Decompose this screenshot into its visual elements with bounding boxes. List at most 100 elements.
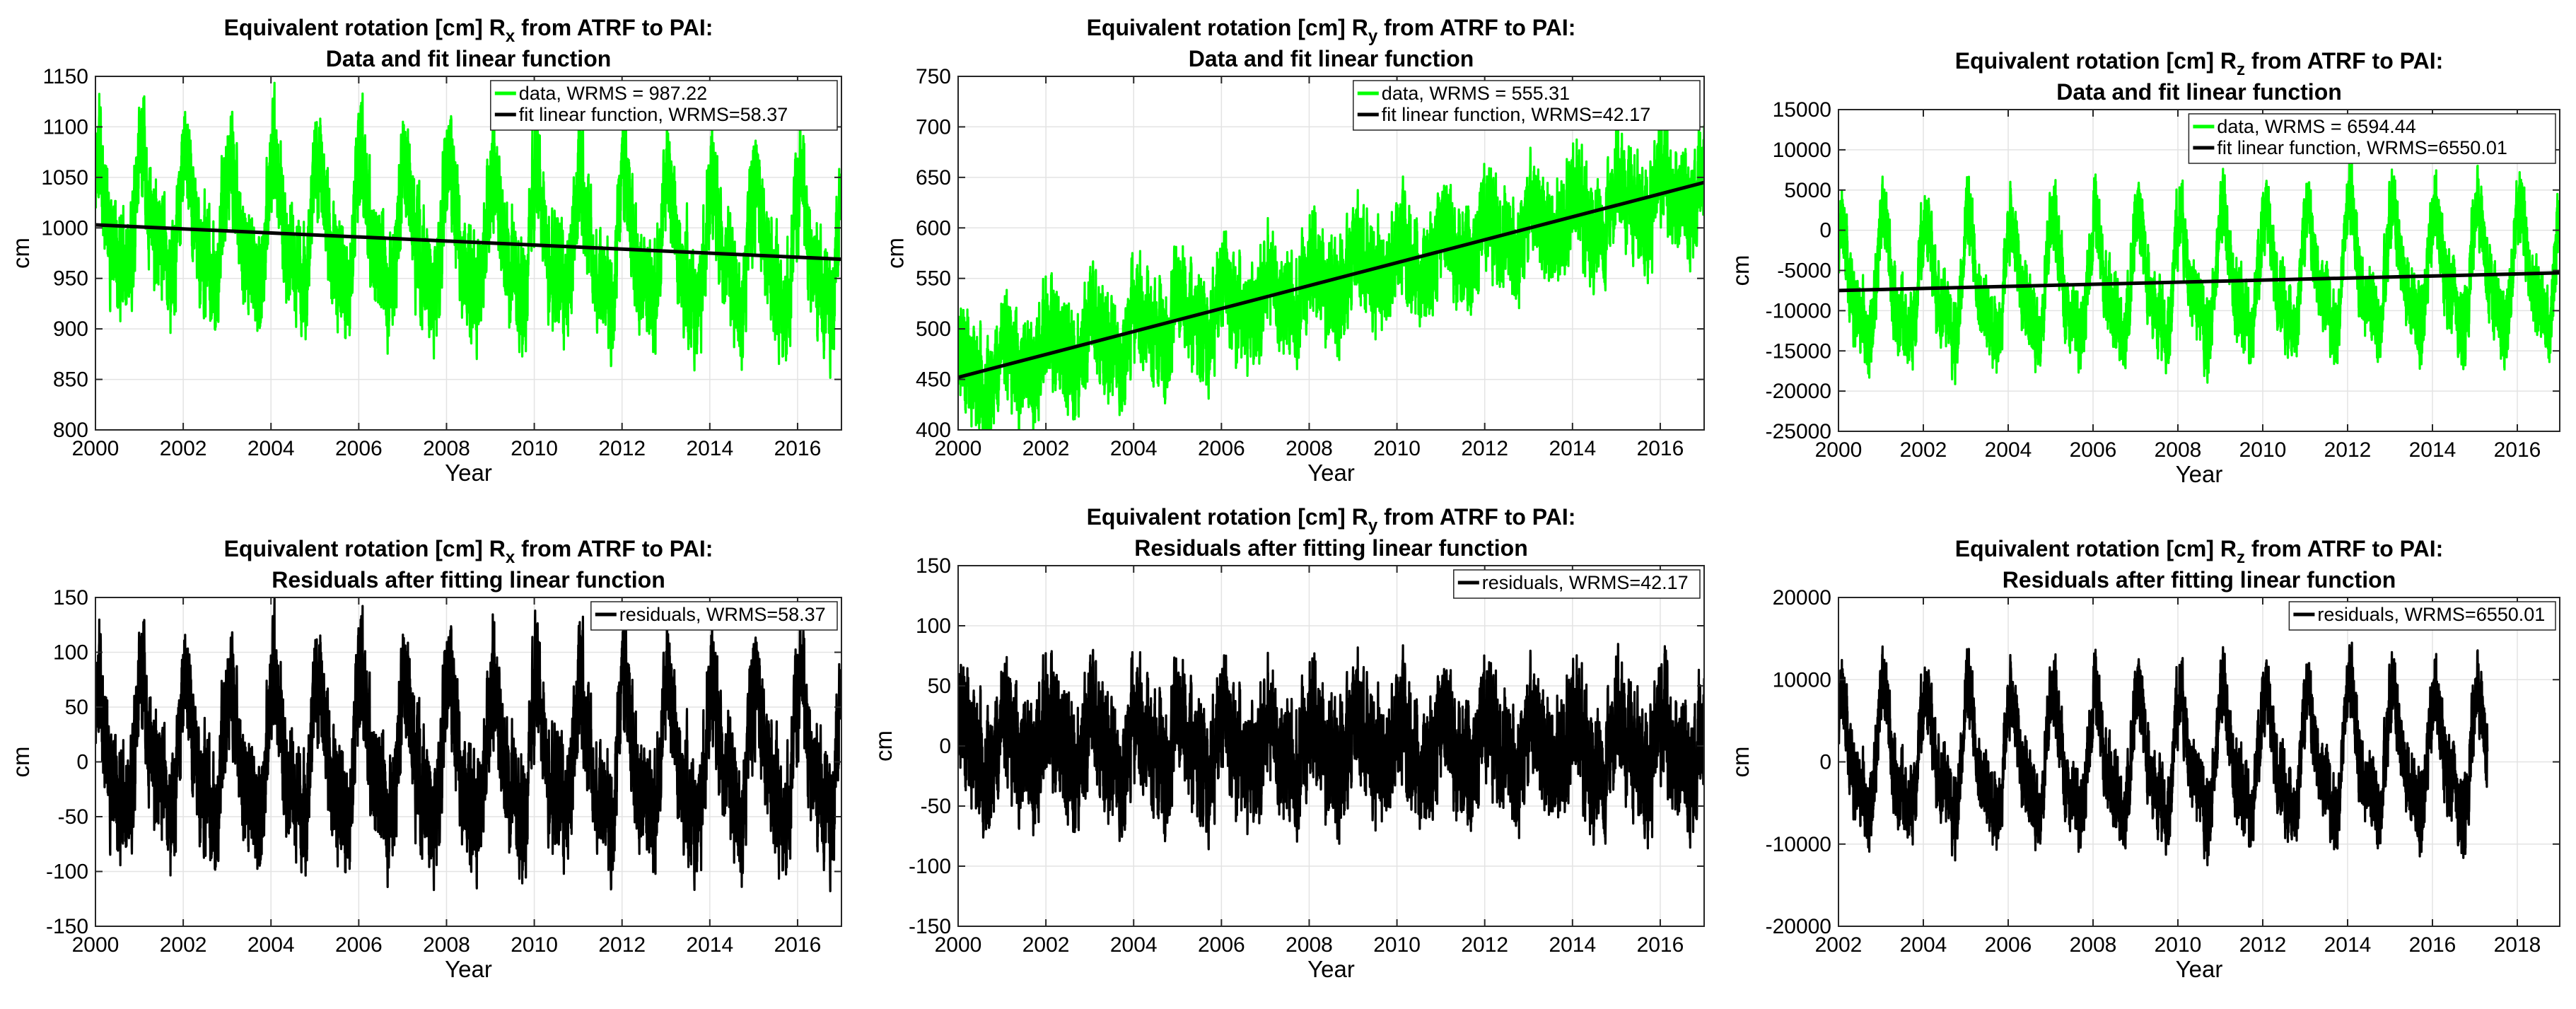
y-tick-label: 15000	[1773, 98, 1831, 122]
x-tick-label: 2008	[2155, 438, 2202, 462]
x-tick-label: 2012	[598, 437, 646, 460]
legend-entry-label: data, WRMS = 987.22	[519, 83, 707, 104]
x-tick-label: 2002	[1022, 933, 1070, 957]
x-tick-label: 2008	[423, 933, 470, 957]
x-tick-label: 2010	[2239, 438, 2287, 462]
y-tick-label: -150	[46, 915, 88, 938]
legend-entry-label: fit linear function, WRMS=58.37	[519, 104, 788, 125]
x-tick-label: 2016	[1637, 437, 1684, 460]
x-tick-label: 2008	[1286, 437, 1333, 460]
y-tick-label: -5000	[1777, 259, 1831, 283]
x-tick-label: 2000	[72, 437, 120, 460]
y-tick-label: 1050	[41, 166, 88, 189]
y-tick-label: 1000	[41, 216, 88, 240]
y-tick-label: -50	[58, 805, 88, 829]
y-tick-label: 950	[53, 267, 88, 291]
x-tick-label: 2012	[1461, 933, 1508, 957]
x-tick-label: 2002	[160, 933, 207, 957]
x-tick-label: 2008	[2070, 933, 2117, 957]
x-tick-label: 2002	[160, 437, 207, 460]
axes-frame	[95, 76, 842, 431]
x-tick-label: 2014	[1549, 437, 1596, 460]
y-axis-label: cm	[8, 238, 34, 269]
x-tick-label: 2014	[686, 437, 733, 460]
x-tick-label: 2016	[2494, 438, 2541, 462]
y-tick-label: 50	[928, 675, 951, 698]
x-tick-label: 2010	[511, 437, 558, 460]
legend: residuals, WRMS=42.17	[1453, 569, 1701, 599]
x-tick-label: 2014	[686, 933, 733, 957]
chart-title-line-1: Equivalent rotation [cm] Ry from ATRF to…	[1087, 15, 1576, 46]
legend-box	[2188, 113, 2556, 164]
y-tick-label: 600	[916, 216, 951, 240]
y-tick-label: 1150	[42, 65, 88, 88]
y-tick-label: 700	[916, 115, 951, 139]
x-axis-label: Year	[2176, 461, 2223, 487]
x-tick-label: 2012	[2239, 933, 2287, 957]
y-tick-label: 10000	[1773, 668, 1831, 692]
legend-box	[490, 80, 838, 131]
chart-title-line-1: Equivalent rotation [cm] Ry from ATRF to…	[1087, 504, 1576, 535]
y-tick-label: -15000	[1766, 339, 1831, 363]
chart-title-line-1: Equivalent rotation [cm] Rx from ATRF to…	[224, 536, 713, 567]
x-tick-label: 2004	[247, 437, 295, 460]
x-tick-label: 2016	[1637, 933, 1684, 957]
y-tick-label: 500	[916, 317, 951, 341]
x-tick-label: 2000	[1815, 438, 1863, 462]
legend-box	[590, 601, 838, 631]
series-data-line	[1838, 160, 2560, 385]
chart-title-line-2: Data and fit linear function	[2056, 79, 2342, 105]
x-tick-label: 2014	[2324, 933, 2372, 957]
series-fit-line	[1838, 271, 2560, 293]
x-tick-label: 2016	[774, 933, 822, 957]
x-tick-label: 2008	[423, 437, 470, 460]
y-tick-label: 0	[76, 751, 88, 774]
series-fit-line	[95, 223, 841, 262]
y-tick-label: 400	[916, 419, 951, 442]
x-tick-label: 2006	[335, 933, 383, 957]
y-tick-label: -100	[909, 855, 951, 878]
series-residuals-line	[95, 597, 841, 892]
legend-entry-label: data, WRMS = 555.31	[1382, 83, 1570, 104]
x-tick-label: 2004	[1900, 933, 1947, 957]
y-tick-label: -10000	[1766, 833, 1831, 856]
x-axis-label: Year	[445, 956, 492, 982]
y-axis-label: cm	[870, 730, 897, 762]
x-tick-label: 2010	[1373, 933, 1421, 957]
y-tick-label: 1100	[42, 115, 88, 139]
chart-title-line-1: Equivalent rotation [cm] Rz from ATRF to…	[1955, 48, 2444, 79]
x-tick-label: 2010	[2155, 933, 2202, 957]
y-tick-label: -100	[46, 861, 88, 884]
x-tick-label: 2008	[1286, 933, 1333, 957]
legend: residuals, WRMS=6550.01	[2288, 601, 2556, 631]
x-tick-label: 2006	[1985, 933, 2032, 957]
x-tick-label: 2006	[335, 437, 383, 460]
series-data-line	[958, 107, 1704, 430]
y-axis-label: cm	[882, 238, 909, 269]
x-tick-label: 2010	[511, 933, 558, 957]
y-tick-label: 50	[65, 696, 88, 719]
chart-title-line-1: Equivalent rotation [cm] Rz from ATRF to…	[1955, 536, 2444, 567]
legend-entry-label: data, WRMS = 6594.44	[2217, 116, 2415, 137]
y-tick-label: 450	[916, 368, 951, 392]
x-tick-label: 2004	[1110, 933, 1158, 957]
x-axis-label: Year	[445, 460, 492, 486]
y-tick-label: -25000	[1766, 420, 1831, 443]
series-residuals-line	[958, 643, 1704, 851]
x-tick-label: 2014	[2409, 438, 2456, 462]
y-tick-label: 20000	[1773, 586, 1831, 610]
y-tick-label: 0	[939, 735, 951, 758]
x-axis-label: Year	[2176, 956, 2223, 982]
chart-title-line-2: Residuals after fitting linear function	[2003, 567, 2396, 593]
chart-title-line-2: Residuals after fitting linear function	[272, 567, 665, 593]
chart-title-line-2: Data and fit linear function	[1189, 46, 1474, 71]
axes-frame	[957, 76, 1705, 431]
chart-title-line-2: Data and fit linear function	[326, 46, 612, 71]
panel-rx-data: Equivalent rotation [cm] Rx from ATRF to…	[8, 15, 842, 486]
x-tick-label: 2012	[2324, 438, 2372, 462]
y-tick-label: 900	[53, 317, 88, 341]
legend-entry-label: fit linear function, WRMS=42.17	[1382, 104, 1650, 125]
chart-title-line-2: Residuals after fitting linear function	[1134, 535, 1528, 561]
y-tick-label: 100	[916, 614, 951, 638]
